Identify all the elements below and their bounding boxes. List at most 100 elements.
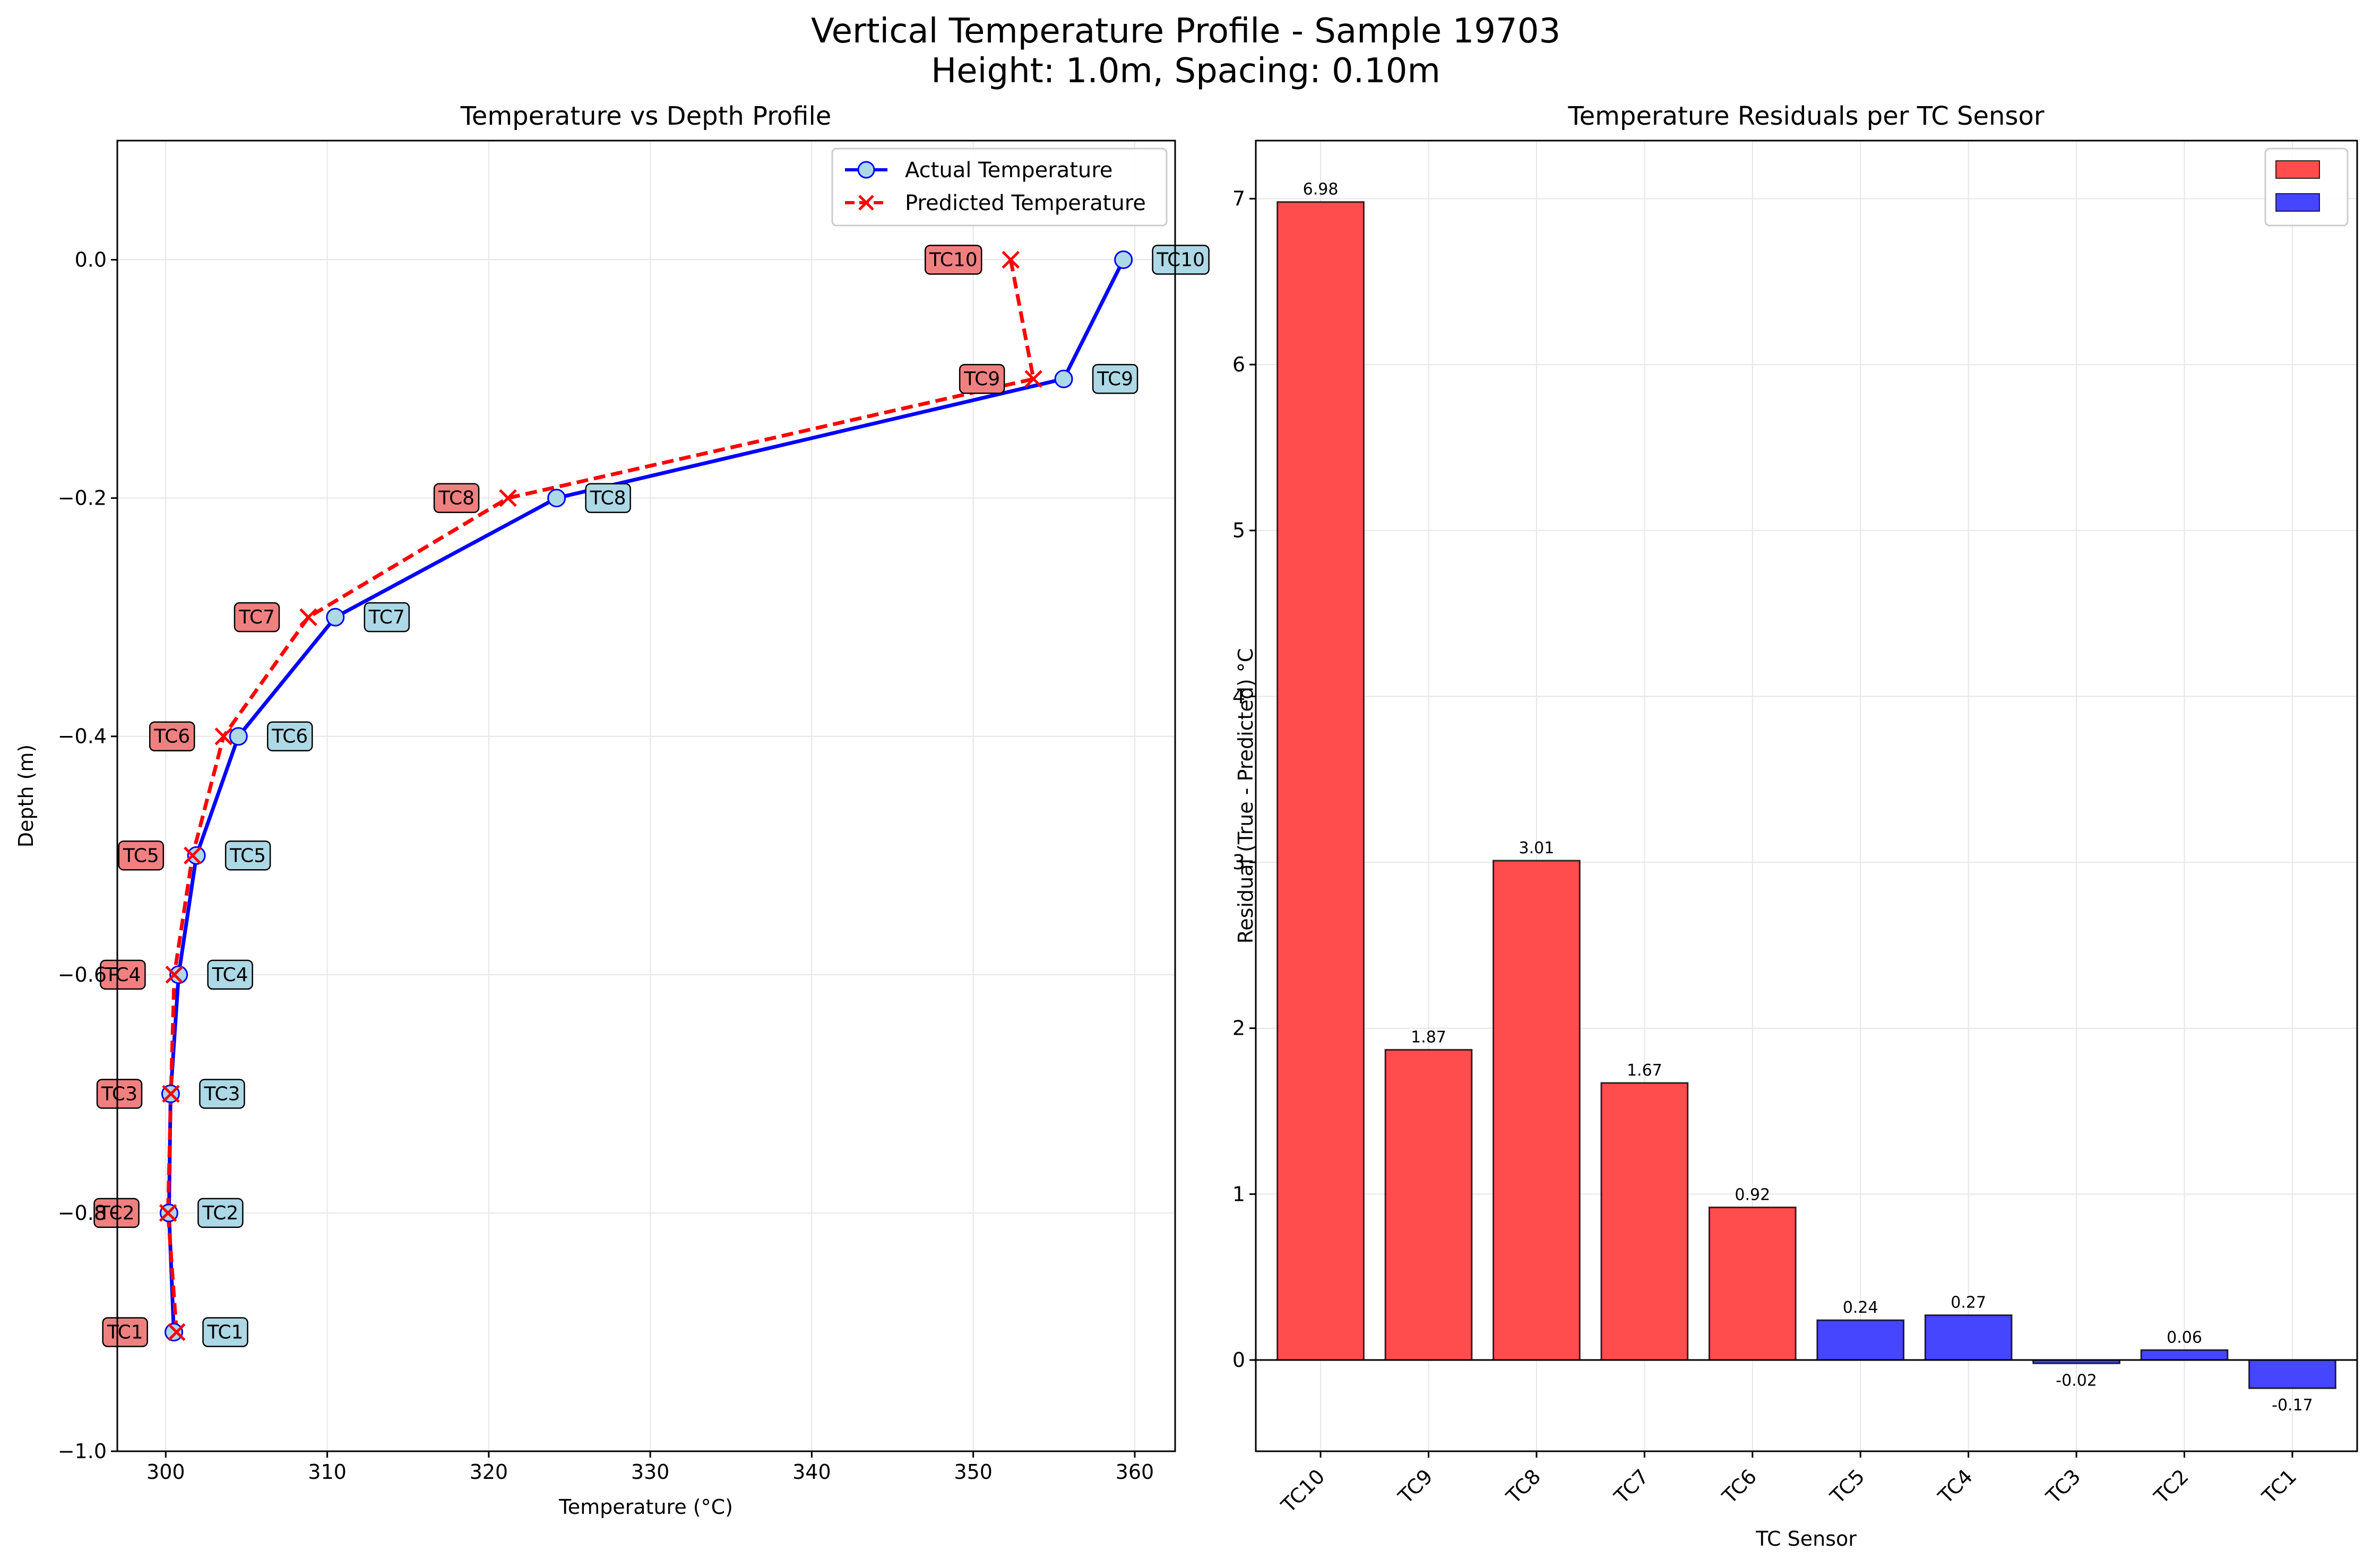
- left-x-tick-label: 310: [308, 1460, 347, 1484]
- temperature-depth-panel: TC1TC1TC2TC2TC3TC3TC4TC4TC5TC5TC6TC6TC7T…: [14, 101, 1210, 1519]
- bar-value-label-tc5: 0.24: [1843, 1298, 1878, 1317]
- right-axes-title: Temperature Residuals per TC Sensor: [1567, 101, 2044, 131]
- actual-label-tc9-box: [1092, 363, 1138, 394]
- predicted-label-tc5-text: TC5: [123, 845, 159, 867]
- left-y-tick-label: 0.0: [75, 248, 107, 272]
- predicted-label-tc7-text: TC7: [238, 607, 275, 628]
- actual-label-tc3-box: [199, 1079, 245, 1109]
- left-axes-frame: [116, 140, 1176, 1452]
- predicted-label-tc3-text: TC3: [101, 1083, 137, 1105]
- figure-title-line-2: Height: 1.0m, Spacing: 0.10m: [931, 51, 1441, 91]
- actual-point-tc7: [326, 608, 345, 627]
- bar-tc1: [2248, 1359, 2336, 1389]
- actual-label-tc2: TC2: [197, 1198, 244, 1228]
- right-y-tick-label: 3: [1232, 851, 1245, 874]
- residual-bars: 6.98 1.87 3.01 1.67 0.92 0.24 0.27 -0.02 0.06 -0.…: [1256, 180, 2357, 1415]
- legend-positive-swatch: [2275, 160, 2320, 179]
- figure-title-line-1: Vertical Temperature Profile - Sample 19…: [811, 12, 1560, 51]
- right-x-axis-label: TC Sensor: [1755, 1527, 1857, 1550]
- bar-value-label-tc9: 1.87: [1411, 1028, 1446, 1046]
- legend-actual-label: Actual Temperature: [905, 158, 1112, 183]
- predicted-label-tc6: TC6: [149, 721, 195, 751]
- predicted-point-tc5: [184, 846, 202, 865]
- actual-point-tc5: [187, 846, 206, 865]
- bar-value-label-tc4: 0.27: [1951, 1294, 1986, 1312]
- predicted-point-tc7: [299, 608, 317, 626]
- predicted-label-tc6-box: [149, 721, 195, 751]
- right-legend: [2264, 148, 2349, 227]
- predicted-point-tc1: [167, 1323, 186, 1341]
- actual-label-tc5-text: TC5: [229, 845, 266, 867]
- predicted-label-tc1: TC1: [102, 1317, 148, 1347]
- predicted-point-tc3: [162, 1085, 180, 1103]
- predicted-label-tc5: TC5: [118, 841, 165, 871]
- predicted-label-tc5-box: [118, 841, 165, 871]
- left-y-tick-label: −0.2: [58, 487, 107, 510]
- actual-label-tc4-box: [207, 959, 253, 990]
- actual-point-tc8: [547, 489, 566, 508]
- actual-label-tc8-text: TC8: [590, 488, 626, 509]
- predicted-point-tc2: [159, 1204, 177, 1222]
- predicted-temperature-line: [166, 259, 1036, 1332]
- predicted-label-tc7: TC7: [234, 602, 280, 633]
- right-y-tick-label: 0: [1232, 1348, 1245, 1372]
- right-axes-frame: [1255, 140, 2358, 1452]
- predicted-label-tc3-box: [96, 1079, 143, 1109]
- actual-label-tc10-text: TC10: [1156, 249, 1205, 271]
- legend-actual-marker: [857, 161, 875, 179]
- actual-label-tc5: TC5: [225, 841, 271, 871]
- predicted-label-tc7-box: [234, 602, 280, 633]
- actual-label-tc2-text: TC2: [202, 1202, 238, 1224]
- legend-negative-swatch: [2275, 193, 2320, 212]
- right-y-tick-label: 5: [1232, 519, 1245, 542]
- predicted-point-tc10: [1002, 250, 1020, 269]
- left-y-tick-label: −0.6: [58, 963, 107, 986]
- left-x-tick-label: 340: [792, 1460, 831, 1484]
- left-series-layer: [159, 250, 1133, 1341]
- predicted-label-tc10: TC10: [924, 245, 982, 275]
- actual-label-tc5-box: [225, 841, 271, 871]
- actual-label-tc6-text: TC6: [271, 726, 308, 748]
- actual-label-tc6: TC6: [266, 721, 313, 751]
- actual-label-tc7-text: TC7: [368, 607, 405, 628]
- left-legend: Actual Temperature Predicted Temperature: [831, 148, 1168, 227]
- right-y-tick-label: 7: [1232, 187, 1245, 210]
- actual-label-tc9: TC9: [1092, 363, 1138, 394]
- predicted-label-tc6-text: TC6: [153, 726, 190, 748]
- actual-label-tc6-box: [266, 721, 313, 751]
- actual-label-tc1-text: TC1: [207, 1321, 244, 1343]
- legend-predicted-label: Predicted Temperature: [905, 191, 1146, 215]
- bar-value-label-tc2: 0.06: [2167, 1328, 2202, 1347]
- bar-tc10: [1276, 201, 1365, 1361]
- left-x-tick-label: 330: [631, 1460, 670, 1484]
- bar-value-label-tc10: 6.98: [1303, 180, 1339, 199]
- right-y-tick-label: 1: [1232, 1182, 1245, 1206]
- actual-point-tc10: [1114, 250, 1133, 270]
- predicted-point-tc9: [1024, 370, 1042, 388]
- left-axes-title: Temperature vs Depth Profile: [460, 101, 832, 131]
- left-x-tick-label: 360: [1116, 1460, 1154, 1484]
- predicted-point-tc4: [165, 966, 184, 984]
- actual-label-tc1-box: [202, 1317, 248, 1347]
- left-x-tick-label: 320: [470, 1460, 508, 1484]
- left-legend-box: [831, 148, 1168, 227]
- predicted-label-tc8-box: [433, 483, 480, 513]
- actual-point-tc6: [229, 727, 248, 746]
- left-x-axis-label: Temperature (°C): [558, 1495, 733, 1519]
- predicted-label-tc9-text: TC9: [963, 368, 1000, 390]
- actual-label-tc3-text: TC3: [203, 1083, 240, 1105]
- actual-point-tc1: [164, 1322, 183, 1341]
- actual-label-tc4-text: TC4: [212, 964, 248, 986]
- predicted-label-tc10-text: TC10: [929, 249, 978, 271]
- actual-point-tc4: [169, 965, 188, 984]
- predicted-label-tc9: TC9: [959, 363, 1005, 394]
- bar-tc9: [1384, 1049, 1473, 1361]
- legend-predicted-marker: [858, 195, 874, 211]
- predicted-point-tc8: [499, 489, 517, 507]
- predicted-label-tc8: TC8: [433, 483, 480, 513]
- predicted-label-tc4: TC4: [100, 959, 146, 990]
- predicted-point-tc6: [214, 727, 232, 746]
- predicted-label-tc1-text: TC1: [107, 1321, 143, 1343]
